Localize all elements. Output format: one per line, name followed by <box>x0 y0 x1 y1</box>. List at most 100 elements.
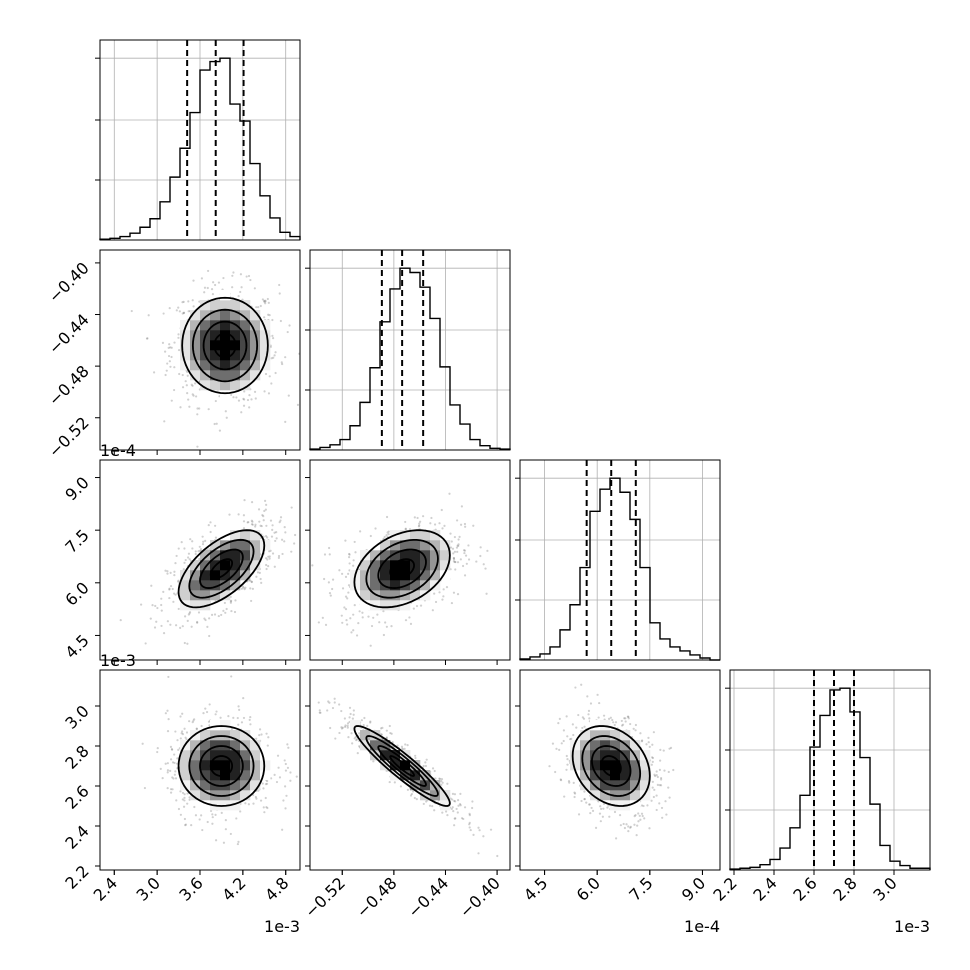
scatter-point <box>254 397 257 400</box>
scatter-point <box>453 817 456 820</box>
scatter-point <box>184 823 187 827</box>
scatter-point <box>248 394 251 397</box>
scatter-point <box>457 543 460 546</box>
scatter-point <box>182 311 186 314</box>
scatter-point <box>456 550 459 553</box>
scatter-point <box>415 797 418 801</box>
scatter-point <box>477 826 480 829</box>
scatter-point <box>187 552 191 555</box>
scatter-point <box>274 371 277 375</box>
scatter-point <box>264 557 268 560</box>
scatter-point <box>169 584 173 588</box>
density-cell <box>410 550 421 561</box>
scatter-point <box>260 733 263 736</box>
scatter-point <box>454 800 457 803</box>
scatter-point <box>266 558 269 561</box>
density-cell <box>220 290 231 301</box>
density-cell <box>210 370 221 381</box>
scatter-point <box>594 826 598 829</box>
scatter-point <box>244 802 247 805</box>
scatter-point <box>186 802 189 805</box>
scatter-point <box>177 306 180 309</box>
contour-level-2 <box>191 308 259 383</box>
scatter-point <box>428 804 432 807</box>
scatter-point <box>271 318 274 322</box>
scatter-point <box>577 813 581 816</box>
scatter-point <box>259 524 262 527</box>
scatter-point <box>331 587 334 591</box>
scatter-point <box>318 711 321 714</box>
scatter-point <box>358 732 361 735</box>
scatter-point <box>185 731 189 734</box>
density-cell <box>190 770 201 781</box>
scatter-point <box>181 301 184 304</box>
scatter-point <box>171 788 174 791</box>
scatter-point <box>237 295 240 298</box>
scatter-point <box>619 824 622 827</box>
density-cell <box>210 360 221 371</box>
scatter-point <box>250 599 253 603</box>
scatter-point <box>357 621 360 625</box>
scatter-point <box>258 571 261 574</box>
scatter-point <box>650 799 653 802</box>
scatter-point <box>383 535 386 539</box>
scatter-point <box>572 733 575 737</box>
scatter-point <box>199 547 203 551</box>
scatter-point <box>251 520 254 523</box>
scatter-point <box>588 803 591 806</box>
scatter-point <box>175 762 179 765</box>
scatter-point <box>558 748 561 751</box>
scatter-point <box>260 524 263 528</box>
scatter-point <box>156 747 159 750</box>
scatter-point <box>403 747 406 750</box>
density-cell <box>200 570 211 581</box>
scatter-point <box>347 591 350 594</box>
scatter-point <box>250 398 253 401</box>
scatter-point <box>660 778 663 781</box>
scatter-point <box>164 712 167 715</box>
contour-level-0 <box>209 558 234 580</box>
scatter-point <box>238 708 241 711</box>
scatter-point <box>181 712 184 715</box>
scatter-point <box>242 716 246 720</box>
scatter-point <box>267 392 271 395</box>
scatter-point <box>243 499 246 502</box>
scatter-point <box>642 804 645 808</box>
scatter-point <box>224 828 227 831</box>
panel-frame <box>519 669 721 871</box>
scatter-point <box>559 778 562 781</box>
density-cell <box>240 730 251 741</box>
scatter-point <box>277 556 280 559</box>
scatter-point <box>589 702 593 705</box>
scatter-point <box>178 372 181 376</box>
scatter-point <box>485 592 488 595</box>
scatter-point <box>346 726 349 729</box>
scatter-point <box>607 717 611 720</box>
scatter-point <box>359 530 362 533</box>
scatter-point <box>211 292 215 296</box>
density-cell <box>210 730 221 741</box>
density-cell <box>220 330 231 341</box>
scatter-point <box>655 774 658 777</box>
scatter-point <box>231 274 234 277</box>
scatter-point <box>155 620 158 623</box>
scatter-point <box>327 581 330 584</box>
scatter-point <box>350 732 353 735</box>
scatter-point <box>258 520 261 523</box>
scatter-point <box>266 744 269 747</box>
scatter-point <box>282 799 285 802</box>
contour-level-2 <box>365 538 439 599</box>
scatter-point <box>232 716 235 719</box>
scatter-point <box>346 623 349 626</box>
density-cell <box>440 540 451 551</box>
scatter-point <box>640 804 644 807</box>
scatter-point <box>627 825 630 828</box>
scatter-point <box>570 737 573 740</box>
scatter-point <box>268 555 271 558</box>
density-cell <box>630 760 641 771</box>
density-cell <box>200 370 211 381</box>
density-cell <box>230 560 241 571</box>
scatter-point <box>416 516 419 520</box>
scatter-point <box>351 742 354 745</box>
density-cell <box>600 770 611 781</box>
